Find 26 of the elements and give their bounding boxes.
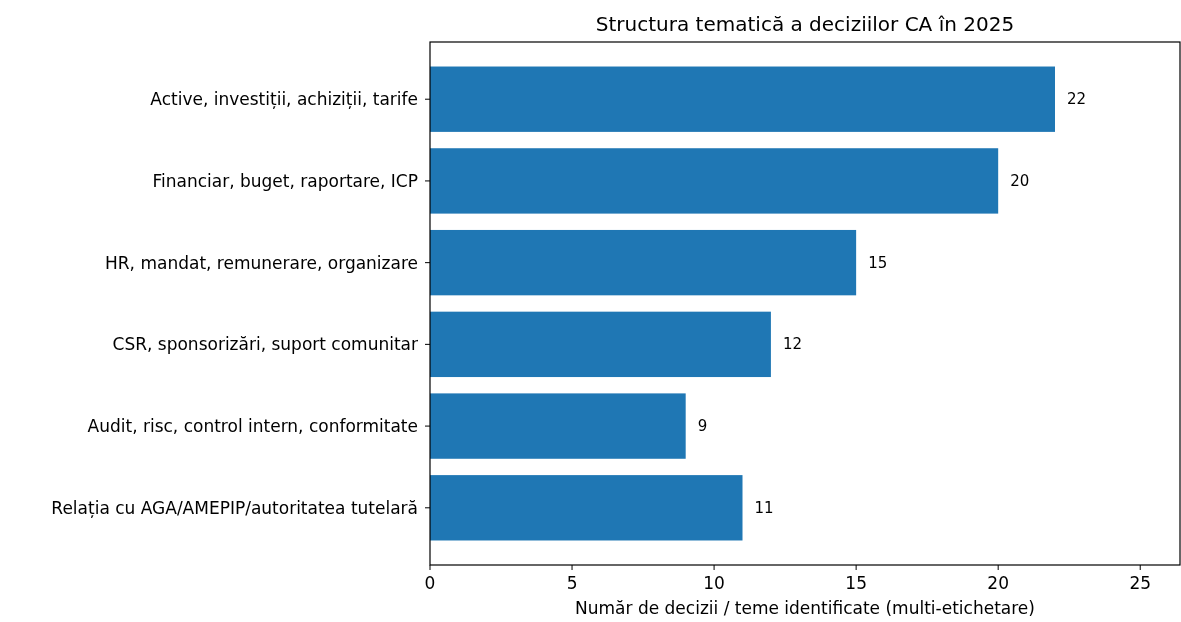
data-label: 22: [1067, 90, 1087, 109]
data-label: 11: [754, 498, 774, 517]
data-label: 20: [1010, 171, 1030, 190]
data-label: 12: [782, 335, 802, 354]
y-tick-label: Audit, risc, control intern, conformitate: [87, 416, 418, 437]
bar: [430, 229, 857, 296]
x-tick-label: 20: [987, 573, 1009, 593]
x-tick-label: 5: [566, 573, 578, 593]
bar: [430, 311, 771, 378]
y-tick-label: HR, mandat, remunerare, organizare: [105, 252, 418, 273]
x-tick-label: 15: [845, 573, 867, 593]
data-label: 15: [868, 253, 888, 272]
x-tick-label: 10: [703, 573, 725, 593]
y-tick-label: Active, investiții, achiziții, tarife: [150, 89, 418, 110]
y-tick-label: Financiar, buget, raportare, ICP: [152, 170, 418, 191]
bar: [430, 148, 999, 214]
x-axis-title: Număr de decizii / teme identificate (multi-etichetare): [575, 598, 1035, 618]
bar: [430, 393, 686, 459]
bar: [430, 475, 743, 541]
chart-title: Structura tematică a deciziilor CA în 2025: [595, 12, 1015, 36]
x-tick-label: 25: [1129, 573, 1152, 593]
y-tick-label: CSR, sponsorizări, suport comunitar: [112, 334, 419, 355]
x-tick-label: 0: [424, 573, 436, 593]
bar: [430, 66, 1055, 132]
y-tick-label: Relația cu AGA/AMEPIP/autoritatea tutelară: [51, 497, 418, 518]
data-label: 9: [697, 417, 708, 436]
